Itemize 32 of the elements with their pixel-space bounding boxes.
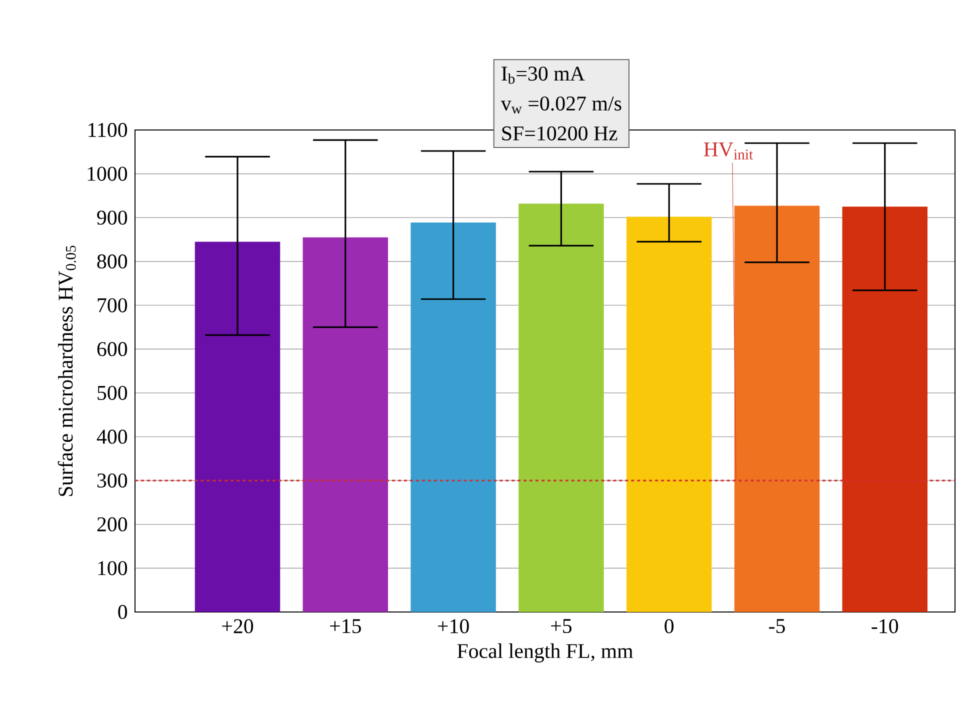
x-tick-label: +5 xyxy=(551,619,572,634)
y-tick-label: 0 xyxy=(118,604,128,620)
y-axis-title: Surface microhardness HV$_{0.05}$ xyxy=(58,246,76,496)
y-tick-label: 400 xyxy=(96,430,128,444)
bar xyxy=(734,206,820,612)
y-tick-label: 800 xyxy=(97,254,128,268)
text: v$_{w}$ =0.027 m/s xyxy=(500,96,622,114)
x-tick-label: 0 xyxy=(664,619,674,634)
x-tick-label: +20 xyxy=(222,619,254,634)
x-tick-label: -5 xyxy=(769,619,785,634)
y-tick-label: 900 xyxy=(97,210,128,225)
y-tick-label: 700 xyxy=(98,298,128,312)
y-tick-label: 1000 xyxy=(88,166,128,181)
bar xyxy=(626,216,712,612)
y-tick-label: 1100 xyxy=(88,122,128,138)
bar xyxy=(518,204,604,612)
bar xyxy=(842,206,928,612)
x-tick-label: +10 xyxy=(438,619,469,634)
x-tick-label: -10 xyxy=(872,619,898,634)
bar xyxy=(410,222,496,612)
annotation: SF=10200 Hz xyxy=(502,126,618,140)
y-tick-label: 600 xyxy=(97,342,128,356)
bar xyxy=(194,242,280,612)
text: I$_{b}$=30 mA xyxy=(502,66,585,84)
y-tick-label: 100 xyxy=(98,561,128,576)
ref-line-label: HV$_{init}$ xyxy=(704,142,753,160)
y-tick-label: 500 xyxy=(98,386,128,400)
x-axis-title: Focal length FL, mm xyxy=(457,643,634,662)
y-tick-label: 200 xyxy=(97,517,128,532)
bar xyxy=(302,237,388,612)
x-tick-label: +15 xyxy=(330,619,361,634)
y-tick-label: 300 xyxy=(97,473,128,488)
